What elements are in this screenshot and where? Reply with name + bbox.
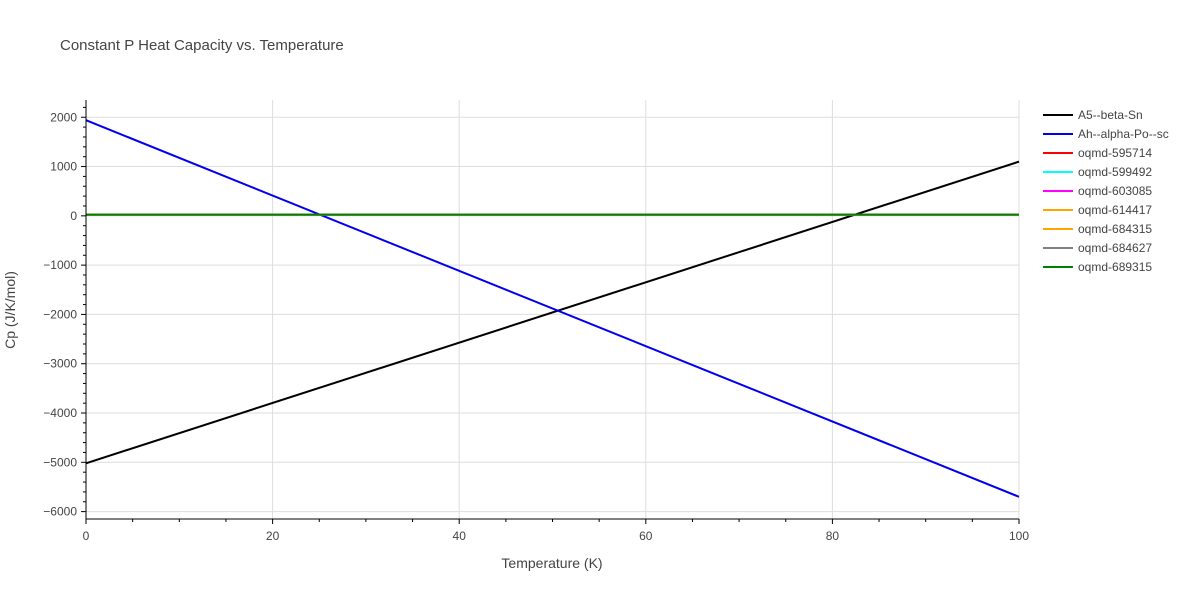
legend-item[interactable]: oqmd-689315 — [1043, 260, 1152, 274]
y-tick-label: −1000 — [43, 258, 77, 272]
y-tick-label: −2000 — [43, 307, 77, 321]
legend-item[interactable]: Ah--alpha-Po--sc — [1043, 127, 1169, 141]
legend[interactable]: A5--beta-Sn Ah--alpha-Po--sc oqmd-595714 oq… — [1043, 108, 1169, 274]
legend-item[interactable]: oqmd-614417 — [1043, 203, 1152, 217]
legend-item[interactable]: oqmd-684315 — [1043, 222, 1152, 236]
legend-label: oqmd-684627 — [1078, 241, 1152, 255]
legend-item[interactable]: A5--beta-Sn — [1043, 108, 1143, 122]
x-tick-label: 40 — [453, 529, 467, 543]
x-tick-label: 20 — [266, 529, 280, 543]
y-tick-label: −3000 — [43, 357, 77, 371]
y-tick-label: 0 — [70, 209, 77, 223]
x-axis-label: Temperature (K) — [501, 555, 602, 571]
legend-label: oqmd-614417 — [1078, 203, 1152, 217]
series-lines — [85, 119, 1020, 498]
legend-item[interactable]: oqmd-603085 — [1043, 184, 1152, 198]
legend-item[interactable]: oqmd-595714 — [1043, 146, 1152, 160]
y-tick-label: 1000 — [50, 160, 77, 174]
y-tick-label: −6000 — [43, 505, 77, 519]
x-tick-label: 80 — [826, 529, 840, 543]
legend-label: oqmd-595714 — [1078, 146, 1152, 160]
y-axis-label: Cp (J/K/mol) — [2, 271, 18, 349]
legend-label: oqmd-599492 — [1078, 165, 1152, 179]
y-tick-label: 2000 — [50, 110, 77, 124]
legend-label: oqmd-689315 — [1078, 260, 1152, 274]
legend-item[interactable]: oqmd-684627 — [1043, 241, 1152, 255]
legend-item[interactable]: oqmd-599492 — [1043, 165, 1152, 179]
y-tick-label: −5000 — [43, 455, 77, 469]
legend-label: Ah--alpha-Po--sc — [1078, 127, 1169, 141]
y-tick-label: −4000 — [43, 406, 77, 420]
x-tick-label: 0 — [83, 529, 90, 543]
legend-label: A5--beta-Sn — [1078, 108, 1143, 122]
x-tick-label: 100 — [1009, 529, 1029, 543]
series-line-A5--beta-Sn — [85, 160, 1020, 465]
chart-title: Constant P Heat Capacity vs. Temperature — [60, 37, 344, 54]
x-tick-label: 60 — [639, 529, 653, 543]
legend-label: oqmd-684315 — [1078, 222, 1152, 236]
axes: 2000 1000 0 −1000 −2000 −3000 −4000 −5000 −6000 0… — [43, 100, 1029, 543]
series-line-Ah--alpha-Po--sc — [85, 119, 1020, 498]
legend-label: oqmd-603085 — [1078, 184, 1152, 198]
